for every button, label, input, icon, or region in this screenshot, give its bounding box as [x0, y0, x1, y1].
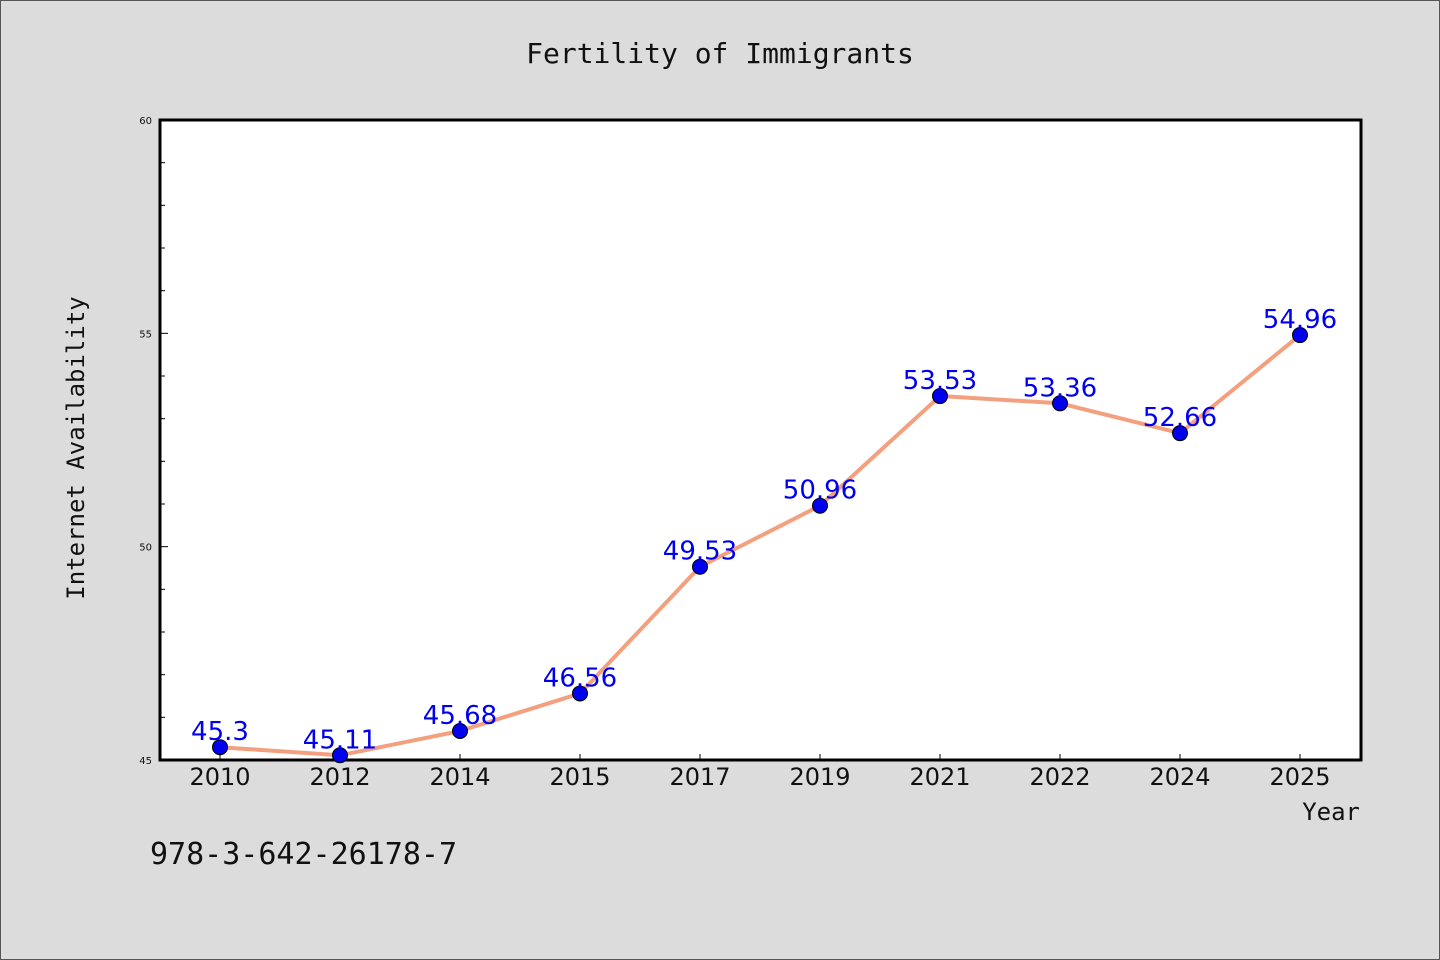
data-point: [812, 497, 828, 514]
data-point: [452, 722, 468, 739]
y-axis-label: Internet Availability: [62, 296, 90, 599]
data-point: [332, 747, 348, 764]
x-axis-label: Year: [1302, 798, 1360, 826]
data-label: 45.3: [191, 717, 249, 747]
y-tick-label: 55: [139, 329, 152, 340]
data-label: 52.66: [1143, 403, 1217, 433]
data-label: 49.53: [663, 537, 737, 567]
isbn-annotation: 978-3-642-26178-7: [150, 837, 457, 872]
data-label: 45.68: [423, 701, 497, 731]
x-tick-label: 2025: [1269, 763, 1330, 791]
data-point: [692, 558, 708, 575]
x-tick-label: 2021: [909, 763, 970, 791]
data-point: [932, 388, 948, 405]
x-tick-label: 2022: [1029, 763, 1090, 791]
x-tick-label: 2017: [669, 763, 730, 791]
x-tick-label: 2010: [189, 763, 250, 791]
data-point: [1052, 395, 1068, 412]
x-axis: 2010 2012 2014 2015 2017 2019 2021 2022 2024 2025: [189, 754, 1331, 791]
data-point: [1172, 425, 1188, 442]
data-label: 45.11: [303, 725, 377, 755]
series-line: [219, 333, 1302, 758]
data-point: [572, 685, 588, 702]
data-label: 53.53: [903, 366, 977, 396]
data-point: [212, 739, 228, 756]
y-axis: 45 50 55 60: [139, 116, 168, 767]
chart-title: Fertility of Immigrants: [526, 37, 914, 70]
x-tick-label: 2014: [429, 763, 490, 791]
data-label: 46.56: [543, 663, 617, 693]
data-label: 54.96: [1263, 305, 1337, 335]
data-point: [1292, 327, 1308, 344]
x-tick-label: 2019: [789, 763, 850, 791]
y-tick-label: 60: [139, 116, 152, 127]
x-tick-label: 2024: [1149, 763, 1210, 791]
y-tick-label: 50: [139, 543, 152, 554]
plot-area: [158, 118, 1363, 762]
y-tick-label: 45: [139, 756, 152, 767]
series-group: 45.3 45.11 45.68 46.56 49.53 50.96 53.53 53.36 5…: [191, 305, 1337, 764]
x-tick-label: 2012: [309, 763, 370, 791]
data-label: 53.36: [1023, 373, 1097, 403]
x-tick-label: 2015: [549, 763, 610, 791]
data-label: 50.96: [783, 476, 857, 506]
